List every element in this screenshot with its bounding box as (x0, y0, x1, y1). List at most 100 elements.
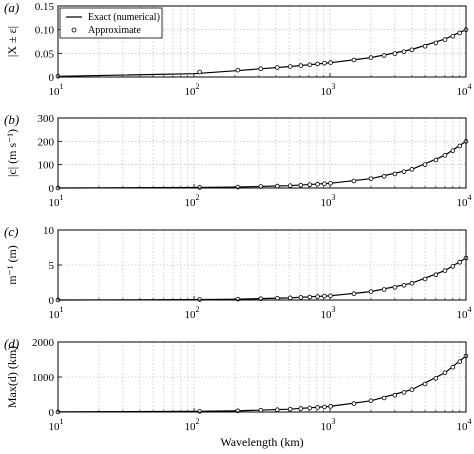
data-point-approximate (258, 66, 264, 72)
x-tick-label: 102 (185, 82, 200, 98)
data-point-approximate (298, 63, 304, 68)
data-point-approximate (298, 406, 304, 411)
panel-label: (c) (4, 224, 18, 239)
y-tick-label: 5 (49, 260, 55, 272)
data-point-approximate (315, 405, 320, 410)
data-point-approximate (351, 57, 357, 63)
x-tick-label: 103 (321, 305, 336, 321)
data-point-approximate (322, 404, 327, 410)
data-point-approximate (315, 61, 320, 67)
data-point-approximate (450, 264, 456, 269)
y-tick-label: 0.05 (35, 48, 55, 60)
x-tick-label: 104 (457, 82, 472, 98)
data-point-approximate (381, 395, 387, 401)
data-point-approximate (287, 64, 293, 69)
series-exact-line (57, 355, 467, 413)
panel-label: (b) (4, 112, 19, 127)
data-point-approximate (298, 182, 304, 188)
data-point-approximate (287, 295, 293, 301)
series-exact-line (57, 257, 467, 301)
data-point-approximate (368, 289, 374, 294)
data-point-approximate (368, 55, 374, 60)
y-axis-label: Max(d) (km) (5, 346, 19, 408)
data-point-approximate (433, 376, 439, 381)
y-tick-label: 0 (49, 183, 55, 195)
data-point-approximate (422, 43, 428, 49)
data-point-approximate (351, 401, 357, 406)
x-tick-label: 102 (185, 193, 200, 209)
x-tick-label: 101 (49, 82, 64, 98)
data-point-approximate (197, 409, 202, 414)
data-point-approximate (401, 169, 407, 174)
data-point-approximate (457, 30, 463, 36)
y-axis-label: m⁻¹ (m) (5, 245, 19, 285)
data-point-approximate (328, 404, 333, 409)
data-point-approximate (392, 392, 398, 398)
data-point-approximate (351, 178, 357, 184)
data-point-approximate (450, 148, 456, 153)
legend-entry-exact: Exact (numerical) (88, 12, 160, 23)
x-tick-label: 101 (49, 305, 64, 321)
y-tick-label: 0.15 (35, 1, 55, 13)
y-tick-label: 0.10 (35, 25, 55, 37)
legend-marker-swatch (71, 27, 77, 33)
x-tick-label: 101 (49, 417, 64, 433)
data-point-approximate (307, 182, 313, 187)
data-point-approximate (401, 49, 407, 54)
data-point-approximate (197, 69, 202, 75)
data-point-approximate (450, 364, 456, 370)
data-point-approximate (409, 167, 415, 172)
data-point-approximate (392, 285, 398, 290)
panel-c: 0 5 10 101 102 103 104 (c) m⁻¹ (m) (4, 224, 472, 321)
y-tick-label: 0 (49, 295, 55, 307)
x-axis-label: Wavelength (km) (220, 435, 303, 449)
data-point-approximate (315, 181, 320, 187)
data-point-approximate (433, 40, 439, 46)
data-point-approximate (409, 387, 415, 392)
plot-frame (57, 229, 467, 301)
data-point-approximate (307, 405, 313, 411)
data-point-approximate (328, 293, 333, 299)
y-tick-label: 2000 (32, 337, 55, 349)
data-point-approximate (328, 60, 333, 65)
data-point-approximate (442, 370, 448, 376)
data-point-approximate (275, 407, 280, 413)
x-tick-label: 102 (185, 305, 200, 321)
data-point-approximate (442, 268, 448, 273)
x-tick-label: 103 (321, 193, 336, 209)
data-point-approximate (197, 185, 202, 190)
y-tick-label: 0 (49, 72, 55, 84)
y-tick-label: 100 (38, 160, 55, 172)
legend: Exact (numerical) Approximate (59, 7, 163, 39)
panel-label: (a) (4, 0, 19, 15)
x-tick-label: 101 (49, 193, 64, 209)
plot-frame (57, 341, 467, 413)
data-point-approximate (381, 287, 387, 292)
data-point-approximate (307, 294, 313, 300)
data-point-approximate (450, 33, 456, 39)
y-tick-label: 1000 (32, 372, 55, 384)
data-point-approximate (307, 62, 313, 68)
data-point-approximate (401, 282, 407, 288)
data-point-approximate (368, 176, 374, 181)
data-point-approximate (433, 272, 439, 278)
y-tick-label: 0 (49, 407, 55, 419)
data-point-approximate (275, 183, 280, 189)
legend-entry-approximate: Approximate (88, 25, 141, 36)
data-point-approximate (442, 153, 448, 158)
panel-a: 0 0.05 0.10 0.15 101 102 103 104 (a) |X ± ε| Exact… (4, 0, 472, 98)
data-point-approximate (409, 47, 415, 53)
data-point-approximate (351, 291, 357, 297)
data-point-approximate (422, 162, 428, 167)
data-point-approximate (322, 181, 327, 187)
data-point-approximate (287, 183, 293, 188)
y-axis-label: |X ± ε| (5, 26, 19, 57)
data-point-approximate (368, 398, 374, 404)
panel-d: 0 1000 2000 101 102 103 104 (d)Max(d) (km) Wavel… (4, 336, 472, 449)
plot-frame (57, 5, 467, 78)
x-tick-label: 103 (321, 417, 336, 433)
data-point-approximate (457, 359, 463, 364)
data-point-approximate (422, 276, 428, 282)
data-point-approximate (409, 280, 415, 286)
